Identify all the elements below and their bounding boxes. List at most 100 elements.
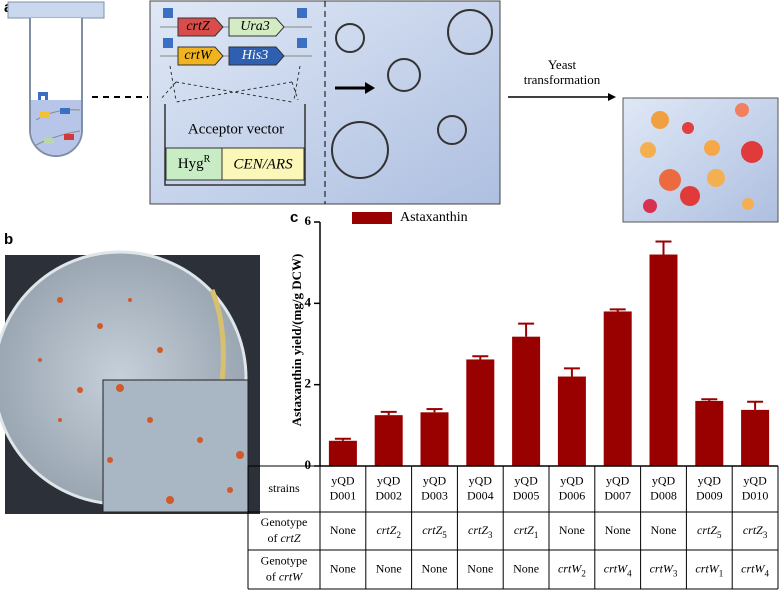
strain-label: D008 [650,488,677,502]
vector-label: Acceptor vector [188,121,284,137]
error-bar [334,437,351,441]
row-header-gene: crtZ [280,531,300,545]
chart: 0 2 4 6 Astaxanthin strains Genotype of crtZ Gen… [247,210,779,590]
gene-label: crtW [184,48,213,63]
strain-label: yQD [606,473,630,487]
genotype: crtW3 [650,561,678,578]
genotype-name: crtW [604,561,628,575]
genotype: crtZ3 [468,523,493,540]
bar [695,400,724,466]
genotype-sub: 4 [765,569,770,579]
strain-label: yQD [698,473,722,487]
genotype-name: crtW [558,561,582,575]
error-bar [609,308,626,312]
strain-label: D006 [559,488,586,502]
genotype: None [330,561,356,575]
plate-photo [0,250,260,514]
genotype-name: crtW [650,561,674,575]
genotype: crtZ2 [376,523,401,540]
panel-label: c [290,209,298,226]
row-header: Genotype [261,515,308,529]
strain-label: yQD [652,473,676,487]
y-tick-label: 2 [305,376,312,391]
bar [420,412,449,466]
genotype: None [330,523,356,537]
error-bar [518,322,535,337]
genotype: crtW4 [604,561,632,578]
strain-label: D005 [513,488,540,502]
row-header: of crtW [266,569,303,583]
bar [557,376,586,466]
marker-sup: R [204,154,211,165]
genotype-name: crtZ [743,523,763,537]
error-bar [701,398,718,401]
genotype-name: crtZ [514,523,534,537]
strain-label: D004 [467,488,494,502]
row-header: strains [268,481,300,495]
gene-label: His3 [241,48,268,63]
genotype-name: crtZ [697,523,717,537]
origin-label: CEN/ARS [233,156,293,172]
bar [466,359,495,466]
strain-label: yQD [469,473,493,487]
strain-label: yQD [560,473,584,487]
genotype-name: crtZ [376,523,396,537]
strain-label: D001 [330,488,357,502]
genotype-sub: 5 [717,530,722,540]
bar [741,409,770,466]
bar [512,336,541,466]
genotype: None [422,561,448,575]
bar [374,415,403,466]
strain-label: D002 [375,488,402,502]
genotype-sub: 3 [488,530,493,540]
genotype: None [467,561,493,575]
genotype: None [559,523,585,537]
yeast-cells [640,103,763,213]
strain-label: D009 [696,488,723,502]
legend-label: Astaxanthin [400,210,468,225]
plasmids [331,9,493,179]
strain-label: D003 [421,488,448,502]
genotype-sub: 3 [763,530,768,540]
row-header: of crtZ [267,531,300,545]
strain-label: D010 [742,488,769,502]
genotype-name: crtW [695,561,719,575]
strain-label: D007 [604,488,631,502]
genotype: crtZ3 [743,523,768,540]
genotype-name: crtZ [468,523,488,537]
step-label: Yeast [548,57,577,72]
genotype-name: crtW [741,561,765,575]
genotype: crtZ5 [697,523,722,540]
step-label: transformation [524,72,601,87]
genotype: crtW2 [558,561,586,578]
strain-label: yQD [514,473,538,487]
arrow-head [608,93,616,101]
genotype-sub: 4 [627,569,632,579]
row-header-word: Genotype [261,515,308,529]
gene-parts [159,8,375,186]
row-header-word: Genotype [261,553,308,567]
strain-label: yQD [423,473,447,487]
y-tick-label: 4 [305,294,312,309]
bar [649,254,678,466]
genotype-sub: 2 [581,569,586,579]
genotype-name: crtZ [422,523,442,537]
tube [7,1,105,157]
genotype: None [513,561,539,575]
strain-label: yQD [743,473,767,487]
genotype: crtZ1 [514,523,539,540]
marker-name: Hyg [178,156,204,172]
error-bar [747,400,764,410]
y-tick-label: 0 [305,457,312,472]
y-tick-label: 6 [305,213,312,228]
row-header: Genotype [261,553,308,567]
genotype-sub: 3 [673,569,678,579]
bar [603,311,632,466]
error-bar [563,367,580,377]
error-bar [472,355,489,360]
genotype-sub: 1 [534,530,539,540]
genotype: crtW4 [741,561,769,578]
genotype: None [376,561,402,575]
genotype: crtW1 [695,561,723,578]
